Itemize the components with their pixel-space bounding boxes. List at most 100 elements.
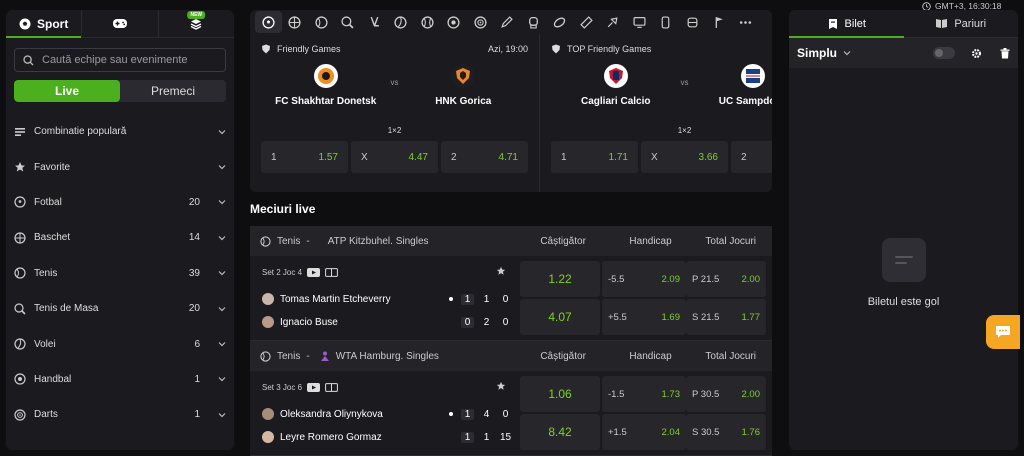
betslip-tabs: Bilet Pariuri bbox=[789, 10, 1018, 38]
player-row: Ignacio Buse 0 2 0 bbox=[262, 312, 512, 332]
tennis-icon bbox=[260, 350, 271, 362]
chevron-down-icon bbox=[218, 199, 226, 205]
sport-filter-volleyball[interactable] bbox=[388, 11, 415, 33]
handicap-odd-button[interactable]: +1.5 2.04 bbox=[602, 414, 686, 450]
handicap-odd-button[interactable]: -5.5 2.09 bbox=[602, 261, 686, 297]
gear-icon[interactable] bbox=[971, 48, 982, 59]
tab-live-casino[interactable]: NEW bbox=[159, 10, 234, 37]
odd-button-1[interactable]: 1 1.71 bbox=[551, 141, 638, 173]
sport-filter-golf[interactable] bbox=[706, 11, 733, 33]
sidebar-item-favorites[interactable]: Favorite bbox=[6, 149, 234, 184]
sport-filter-virtual[interactable] bbox=[626, 11, 653, 33]
col-handicap: Handicap bbox=[629, 350, 672, 362]
sidebar-item-popular[interactable]: Combinatie populară bbox=[6, 114, 234, 149]
sport-filter-badminton[interactable] bbox=[600, 11, 627, 33]
video-icon[interactable] bbox=[307, 267, 321, 277]
favorite-star-icon[interactable] bbox=[496, 266, 506, 276]
featured-match-card[interactable]: Friendly Games Azi, 19:00 FC Shakhtar Do… bbox=[250, 34, 540, 192]
away-team-name: UC Sampdoria bbox=[718, 96, 772, 107]
featured-match-card[interactable]: TOP Friendly Games Cagliari Calcio vs UC… bbox=[540, 34, 772, 192]
score-games: 1 bbox=[483, 431, 490, 443]
sport-filter-more[interactable] bbox=[732, 11, 759, 33]
favorite-star-icon[interactable] bbox=[496, 381, 506, 391]
sidebar-item-count: 14 bbox=[188, 232, 200, 244]
chat-button[interactable] bbox=[986, 315, 1020, 349]
handicap-odd-button[interactable]: +5.5 1.69 bbox=[602, 299, 686, 335]
winner-odd-button[interactable]: 1.22 bbox=[520, 261, 600, 297]
odd-button-2[interactable]: 2 bbox=[731, 141, 772, 173]
sport-filter-esports[interactable] bbox=[494, 11, 521, 33]
odd-button-2[interactable]: 2 4.71 bbox=[441, 141, 528, 173]
sidebar-item-football[interactable]: Fotbal 20 bbox=[6, 185, 234, 220]
league-header[interactable]: Tenis - WTA Hamburg. Singles Câștigător … bbox=[250, 341, 772, 371]
field-icon[interactable] bbox=[325, 267, 338, 277]
sports-sidebar: Sport NEW Live Premeci Combinatie popula… bbox=[6, 10, 234, 450]
sidebar-item-handball[interactable]: Handbal 1 bbox=[6, 362, 234, 397]
tab-bets[interactable]: Pariuri bbox=[904, 10, 1019, 37]
sport-filter-mma[interactable] bbox=[679, 11, 706, 33]
sidebar-item-darts[interactable]: Darts 1 bbox=[6, 397, 234, 432]
darts-icon bbox=[474, 15, 487, 29]
prematch-toggle-button[interactable]: Premeci bbox=[150, 84, 195, 98]
winner-odd-button[interactable]: 8.42 bbox=[520, 414, 600, 450]
sport-filter-hockey[interactable] bbox=[361, 11, 388, 33]
gamepad-icon bbox=[112, 18, 128, 29]
sport-filter-baseball[interactable] bbox=[414, 11, 441, 33]
live-match-row[interactable]: Set 2 Joc 4 Tomas Martin Etcheverry 1 1 … bbox=[250, 256, 772, 341]
winner-odd-button[interactable]: 1.06 bbox=[520, 376, 600, 412]
live-match-row[interactable]: Set 3 Joc 6 Oleksandra Oliynykova 1 4 0 … bbox=[250, 371, 772, 456]
sidebar-item-tennis[interactable]: Tenis 39 bbox=[6, 256, 234, 291]
odd-button-x[interactable]: X 3.66 bbox=[641, 141, 728, 173]
sidebar-item-label: Favorite bbox=[34, 161, 71, 173]
total-odd-button[interactable]: S 30.5 1.76 bbox=[686, 414, 766, 450]
sport-filter-darts[interactable] bbox=[467, 11, 494, 33]
chevron-down-icon bbox=[218, 164, 226, 170]
total-odd-button[interactable]: S 21.5 1.77 bbox=[686, 299, 766, 335]
tab-ticket[interactable]: Bilet bbox=[789, 10, 904, 38]
sport-filter-football[interactable] bbox=[255, 11, 282, 33]
video-icon[interactable] bbox=[307, 382, 321, 392]
basketball-icon bbox=[14, 232, 26, 244]
winner-odd-button[interactable]: 4.07 bbox=[520, 299, 600, 335]
tab-sport[interactable]: Sport bbox=[6, 10, 83, 38]
sport-filter-handball[interactable] bbox=[441, 11, 468, 33]
tab-casino[interactable] bbox=[82, 10, 159, 37]
player-row: Leyre Romero Gormaz 1 1 15 bbox=[262, 427, 512, 447]
card-header: TOP Friendly Games bbox=[551, 44, 772, 54]
sport-filter-table-tennis[interactable] bbox=[335, 11, 362, 33]
odd-button-x[interactable]: X 4.47 bbox=[351, 141, 438, 173]
sport-filter-cricket[interactable] bbox=[573, 11, 600, 33]
search-box[interactable] bbox=[14, 48, 226, 72]
sidebar-item-basketball[interactable]: Baschet 14 bbox=[6, 220, 234, 255]
live-toggle-button[interactable]: Live bbox=[14, 80, 120, 102]
league-shield-icon bbox=[261, 44, 271, 54]
handicap-odd-button[interactable]: -1.5 1.73 bbox=[602, 376, 686, 412]
shakhtar-crest-icon bbox=[313, 64, 338, 88]
sport-filter-basketball[interactable] bbox=[282, 11, 309, 33]
sport-filter-rugby[interactable] bbox=[547, 11, 574, 33]
serve-dot bbox=[449, 297, 453, 301]
card-header: Friendly Games Azi, 19:00 bbox=[261, 44, 528, 54]
sidebar-item-volleyball[interactable]: Volei 6 bbox=[6, 326, 234, 361]
total-odd-button[interactable]: P 30.5 2.00 bbox=[686, 376, 766, 412]
field-icon[interactable] bbox=[325, 382, 338, 392]
quick-bet-toggle[interactable] bbox=[933, 47, 955, 59]
sidebar-item-table-tennis[interactable]: Tenis de Masa 20 bbox=[6, 291, 234, 326]
bet-type-select[interactable]: Simplu bbox=[797, 46, 925, 60]
total-odd-button[interactable]: P 21.5 2.00 bbox=[686, 261, 766, 297]
clock: GMT+3, 16:30:18 bbox=[922, 0, 1001, 12]
sport-filter-snooker[interactable] bbox=[653, 11, 680, 33]
odd-value: 2.00 bbox=[741, 273, 761, 285]
league-block: Tenis - WTA Hamburg. Singles Câștigător … bbox=[250, 341, 772, 456]
league-header[interactable]: Tenis - ATP Kitzbuhel. Singles Câștigăto… bbox=[250, 226, 772, 256]
empty-betslip: Biletul este gol bbox=[789, 238, 1018, 308]
featured-matches: Friendly Games Azi, 19:00 FC Shakhtar Do… bbox=[250, 34, 772, 192]
league-shield-icon bbox=[551, 44, 561, 54]
player-name: Ignacio Buse bbox=[280, 316, 338, 328]
search-input[interactable] bbox=[42, 54, 222, 66]
trash-icon[interactable] bbox=[1000, 47, 1010, 59]
sport-filter-tennis[interactable] bbox=[308, 11, 335, 33]
sport-filter-boxing[interactable] bbox=[520, 11, 547, 33]
odd-button-1[interactable]: 1 1.57 bbox=[261, 141, 348, 173]
chevron-down-icon bbox=[218, 129, 226, 135]
